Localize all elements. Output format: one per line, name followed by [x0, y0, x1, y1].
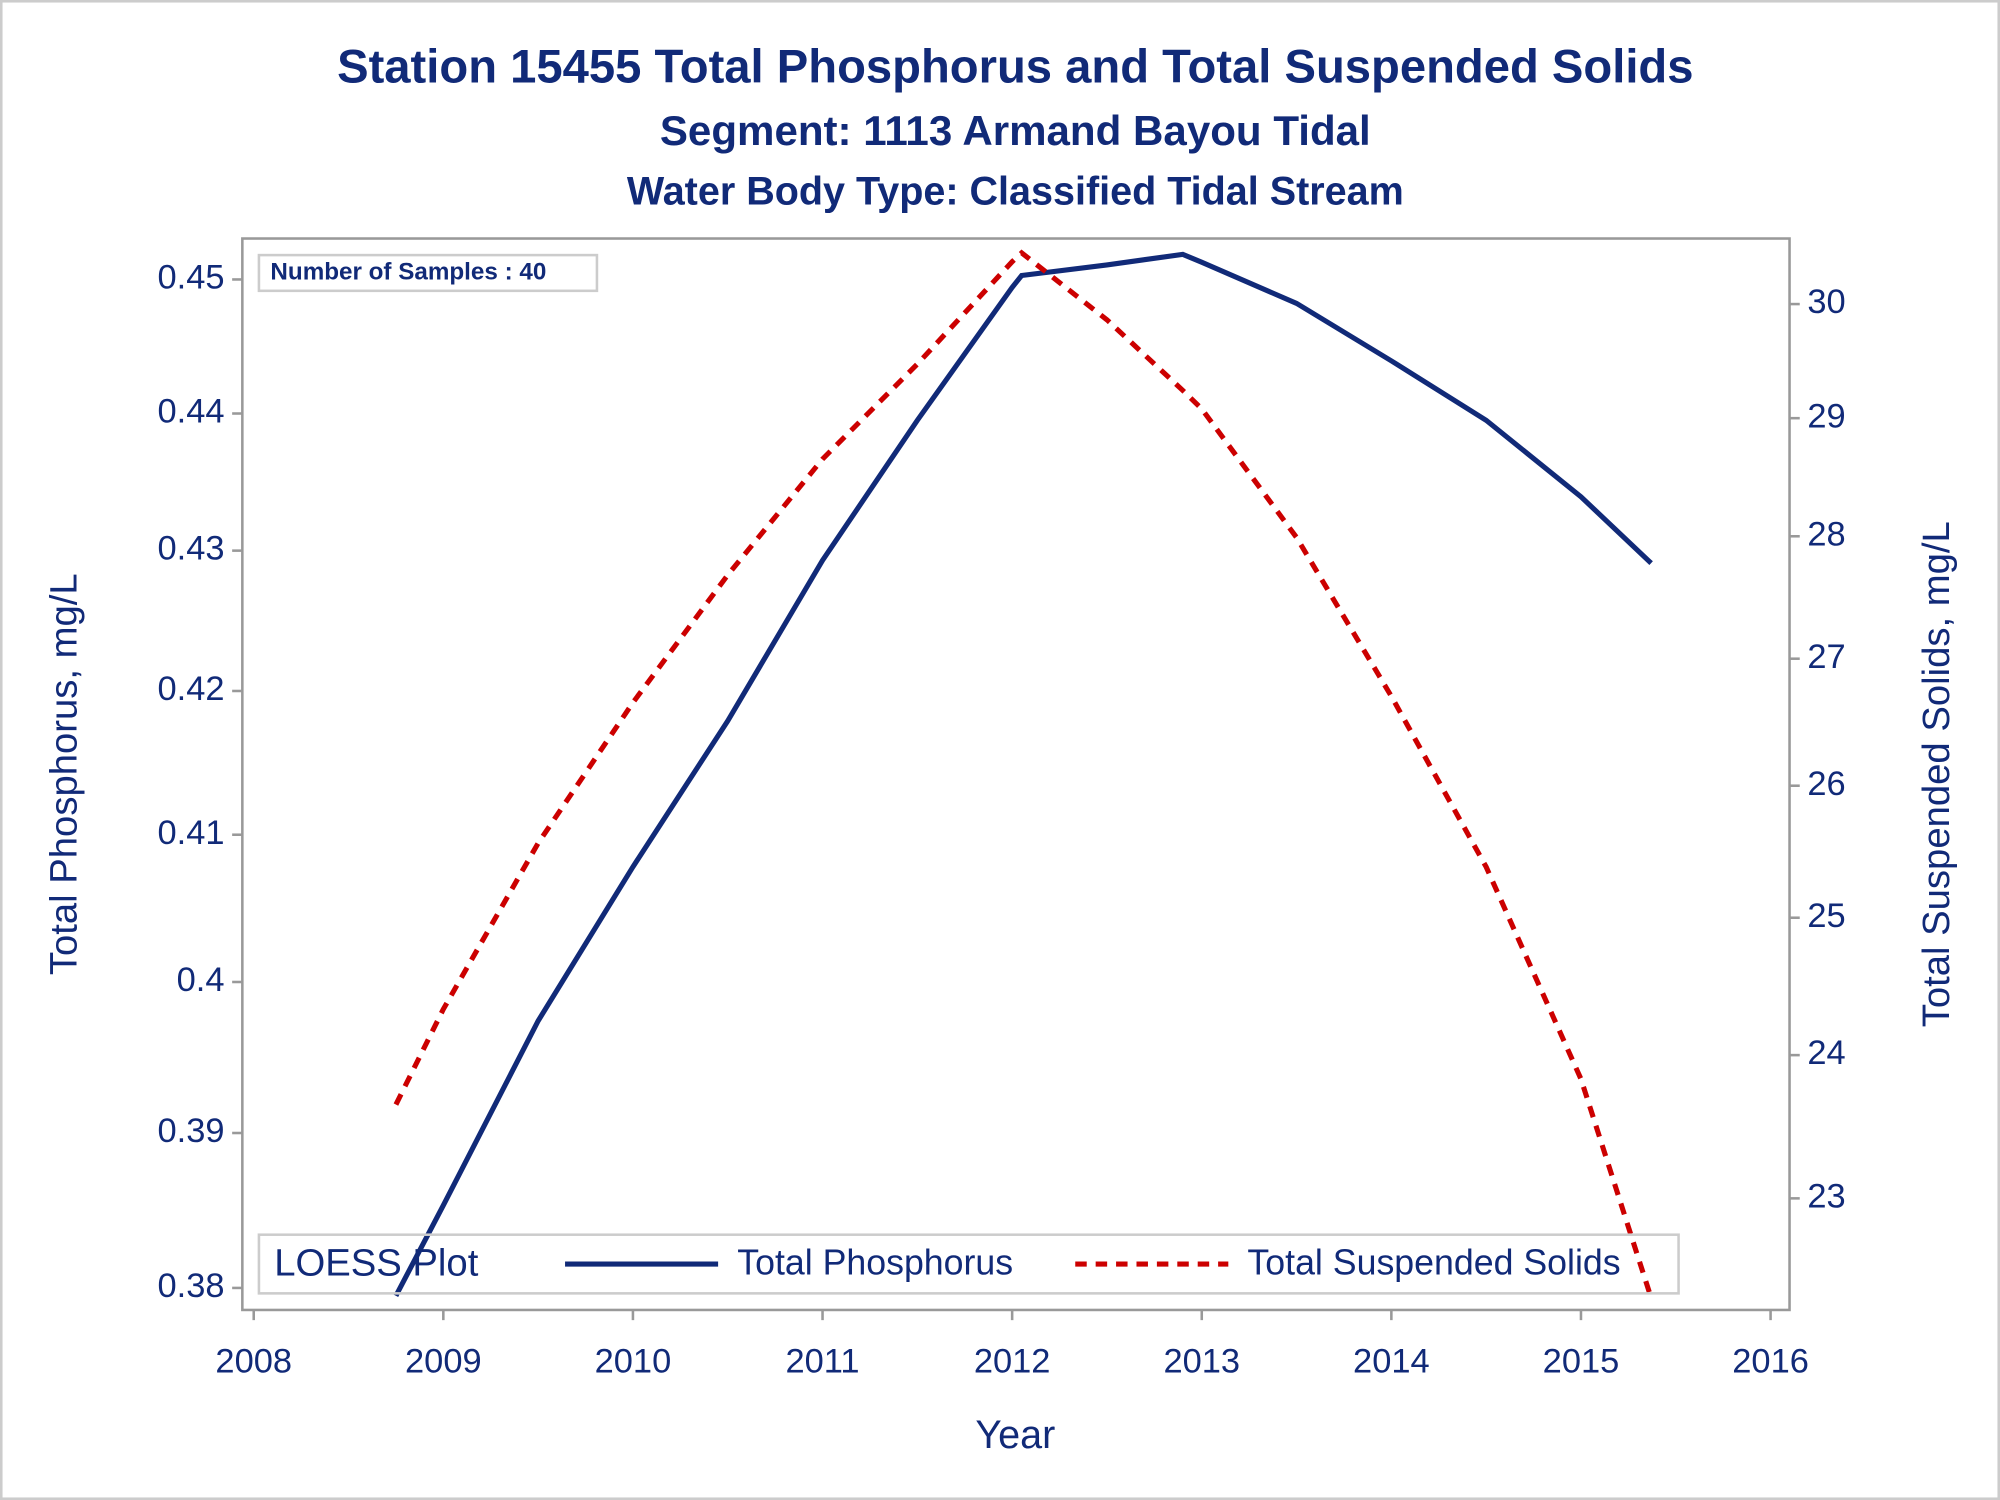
y-tick-label: 0.45: [157, 259, 224, 297]
annotation-box: [257, 253, 599, 293]
y-axis-label: Total Phosphorus, mg/L: [42, 573, 85, 975]
x-axis-label: Year: [975, 1413, 1055, 1457]
x-tick-label: 2008: [215, 1343, 292, 1381]
y-tick-label: 0.42: [157, 670, 224, 708]
y2-tick-label: 26: [1807, 765, 1845, 803]
plot-area: [241, 237, 1791, 1312]
y2-tick-label: 28: [1807, 515, 1845, 553]
y-tick-label: 0.41: [157, 814, 224, 852]
x-tick-label: 2014: [1353, 1343, 1430, 1381]
legend-box: [257, 1233, 1680, 1295]
x-tick-label: 2016: [1732, 1343, 1809, 1381]
line-series: [393, 249, 1654, 1299]
chart-subtitle: Segment: 1113 Armand Bayou Tidal: [660, 107, 1371, 154]
chart-subtitle: Water Body Type: Classified Tidal Stream: [627, 169, 1404, 213]
x-tick-label: 2011: [786, 1343, 860, 1381]
y2-tick-label: 29: [1807, 397, 1845, 435]
line-series: [393, 251, 1653, 1297]
y2-tick-label: 24: [1807, 1034, 1845, 1072]
y2-tick-label: 30: [1807, 283, 1845, 321]
legend-label: Total Suspended Solids: [1247, 1243, 1620, 1283]
y2-tick-label: 25: [1807, 897, 1845, 935]
y2-tick-label: 27: [1807, 638, 1845, 676]
x-tick-label: 2013: [1163, 1343, 1240, 1381]
x-tick-label: 2009: [405, 1343, 482, 1381]
y-tick-label: 0.38: [157, 1267, 224, 1305]
y-tick-label: 0.39: [157, 1112, 224, 1150]
legend-label: Total Phosphorus: [737, 1243, 1013, 1283]
y2-axis-label: Total Suspended Solids, mg/L: [1915, 521, 1958, 1027]
y-tick-label: 0.44: [157, 393, 224, 431]
y-tick-label: 0.43: [157, 530, 224, 568]
annotation: Number of Samples : 40: [270, 258, 546, 285]
x-tick-label: 2012: [974, 1343, 1051, 1381]
x-tick-label: 2010: [595, 1343, 672, 1381]
legend-title: LOESS Plot: [274, 1241, 478, 1284]
y2-tick-label: 23: [1807, 1177, 1845, 1215]
x-tick-label: 2015: [1543, 1343, 1620, 1381]
y-tick-label: 0.4: [177, 961, 225, 999]
chart-title: Station 15455 Total Phosphorus and Total…: [337, 41, 1693, 94]
